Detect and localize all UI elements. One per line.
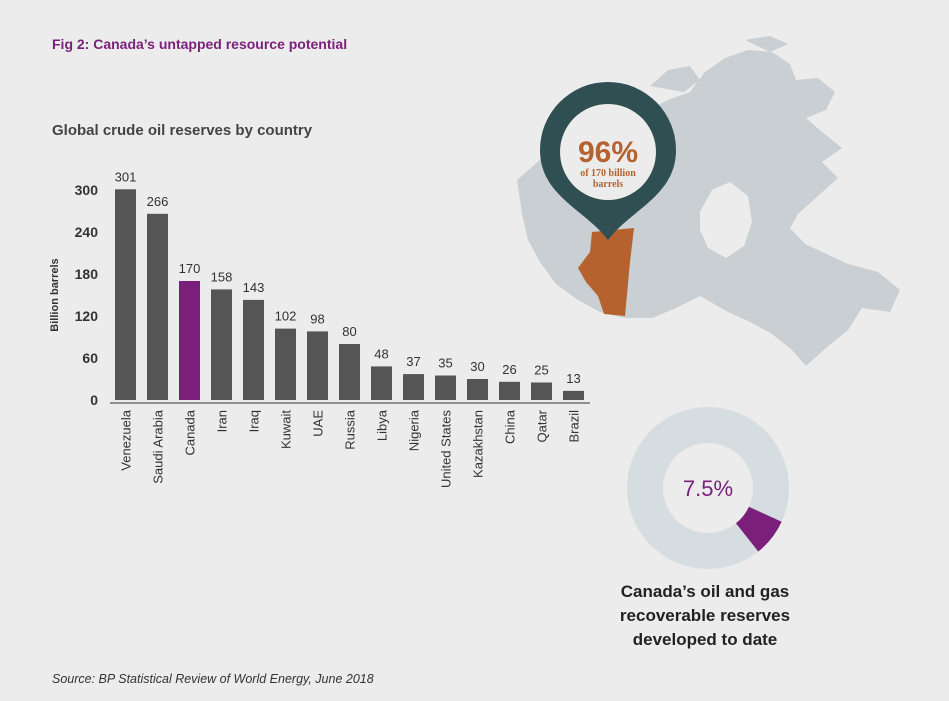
bar-value-label: 13 (566, 371, 580, 386)
x-category-label: Canada (183, 409, 198, 455)
y-axis-ticks: 0 60 120 180 240 300 (75, 182, 99, 408)
bars: 301 Venezuela 266 Saudi Arabia 170 Canada 158 I… (115, 169, 584, 488)
bar-kuwait (275, 328, 296, 400)
y-tick-label: 180 (75, 266, 99, 282)
bar-iran (211, 289, 232, 400)
y-tick-label: 0 (90, 392, 98, 408)
x-category-label: Russia (343, 409, 358, 450)
bar-russia (339, 344, 360, 400)
x-category-label: Venezuela (119, 409, 134, 470)
donut-center-label: 7.5% (683, 476, 733, 501)
pin-caption-line2: barrels (593, 179, 623, 190)
x-category-label: Kazakhstan (471, 410, 486, 478)
bar-value-label: 35 (438, 356, 452, 371)
bar-china (499, 381, 520, 400)
x-category-label: Iran (215, 410, 230, 432)
y-tick-label: 300 (75, 182, 99, 198)
map-pin: 96% of 170 billion barrels (540, 82, 676, 240)
bar-united-states (435, 375, 456, 400)
x-category-label: Iraq (247, 410, 262, 432)
bar-value-label: 25 (534, 363, 548, 378)
bar-value-label: 98 (310, 311, 324, 326)
bar-value-label: 158 (211, 269, 233, 284)
donut-caption-line3: developed to date (632, 630, 778, 649)
x-category-label: UAE (311, 410, 326, 437)
pin-value: 96% (578, 136, 638, 169)
bar-value-label: 30 (470, 359, 484, 374)
x-category-label: Libya (375, 409, 390, 441)
x-category-label: Brazil (567, 410, 582, 443)
donut-segment-developed (735, 506, 782, 552)
bar-value-label: 48 (374, 346, 388, 361)
y-tick-label: 120 (75, 308, 99, 324)
bar-libya (371, 366, 392, 400)
bar-saudi-arabia (147, 213, 168, 400)
bar-value-label: 80 (342, 324, 356, 339)
chart-title: Global crude oil reserves by country (52, 122, 313, 139)
x-category-label: Kuwait (279, 410, 294, 449)
bar-canada (179, 281, 200, 400)
bar-uae (307, 331, 328, 400)
bar-value-label: 102 (275, 309, 297, 324)
alberta-region (578, 228, 634, 316)
x-category-label: Nigeria (407, 409, 422, 451)
x-category-label: Saudi Arabia (151, 409, 166, 483)
donut-caption-line1: Canada’s oil and gas (620, 582, 790, 601)
bar-qatar (531, 382, 552, 400)
bar-value-label: 26 (502, 362, 516, 377)
pin-caption-line1: of 170 billion (580, 168, 636, 179)
x-category-label: China (503, 409, 518, 444)
donut-caption-line2: recoverable reserves (619, 606, 791, 625)
bar-value-label: 301 (115, 169, 137, 184)
bar-value-label: 266 (147, 194, 169, 209)
x-category-label: Qatar (535, 409, 550, 442)
bar-brazil (563, 390, 584, 400)
bar-nigeria (403, 374, 424, 400)
y-tick-label: 240 (75, 224, 99, 240)
y-axis-label: Billion barrels (49, 258, 61, 331)
bar-iraq (243, 299, 264, 400)
bar-value-label: 37 (406, 354, 420, 369)
source-note: Source: BP Statistical Review of World E… (52, 672, 374, 686)
bar-value-label: 170 (179, 261, 201, 276)
x-category-label: United States (439, 410, 454, 489)
y-tick-label: 60 (82, 350, 98, 366)
donut-caption: Canada’s oil and gas recoverable reserve… (580, 580, 830, 652)
figure-title: Fig 2: Canada’s untapped resource potent… (52, 36, 348, 52)
hudson-bay (700, 182, 752, 258)
bar-kazakhstan (467, 379, 488, 400)
bar-venezuela (115, 189, 136, 400)
bar-value-label: 143 (243, 280, 265, 295)
donut-ring (627, 407, 789, 569)
